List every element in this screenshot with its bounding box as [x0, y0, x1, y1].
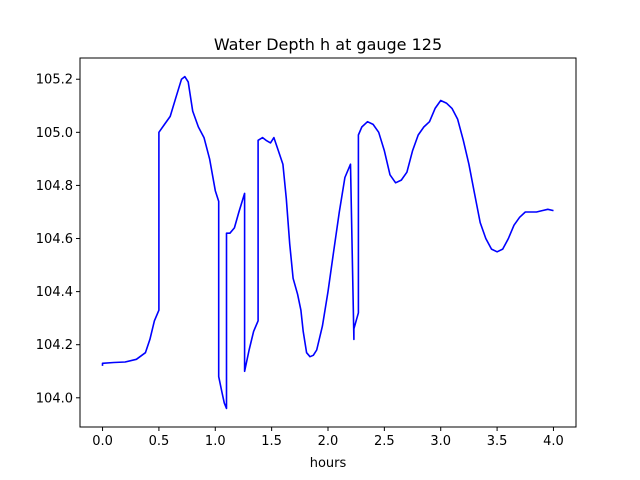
- y-tick-label: 105.2: [36, 73, 73, 88]
- chart-title: Water Depth h at gauge 125: [214, 35, 442, 54]
- y-tick-label: 104.2: [36, 338, 73, 353]
- series-line: [101, 75, 554, 410]
- x-tick-label: 3.5: [487, 434, 508, 449]
- x-tick-label: 0.5: [149, 434, 170, 449]
- x-tick-label: 2.0: [318, 434, 339, 449]
- y-tick-label: 104.4: [36, 285, 73, 300]
- x-tick-label: 4.0: [543, 434, 564, 449]
- y-tick-label: 104.8: [36, 179, 73, 194]
- y-tick-label: 105.0: [36, 126, 73, 141]
- plot-area: [80, 58, 576, 427]
- series-layer: [101, 75, 554, 410]
- x-axis-title: hours: [310, 456, 347, 471]
- x-tick-label: 2.5: [374, 434, 395, 449]
- ticks-layer: 0.0 0.5 1.0 1.5 2.0 2.5 3.0 3.5 4.0 104.0 104.2 104…: [36, 73, 564, 449]
- plot-frame: [79, 57, 577, 428]
- x-tick-label: 1.0: [205, 434, 226, 449]
- x-tick-label: 1.5: [261, 434, 282, 449]
- y-tick-label: 104.0: [36, 391, 73, 406]
- x-tick-label: 3.0: [430, 434, 451, 449]
- y-tick-label: 104.6: [36, 232, 73, 247]
- x-tick-label: 0.0: [92, 434, 113, 449]
